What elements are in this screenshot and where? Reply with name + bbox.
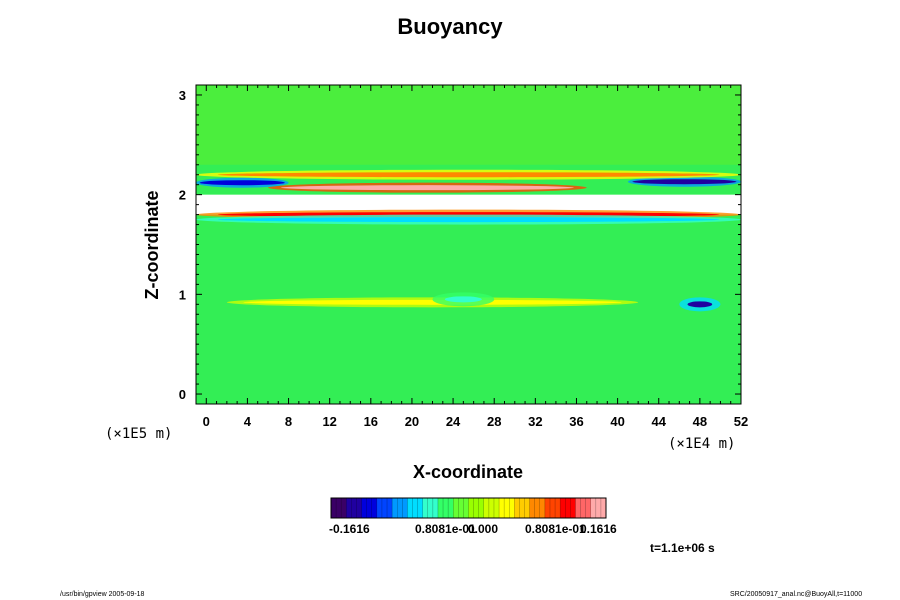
y-tick-label: 2 [179,188,186,203]
patch-core [687,301,713,308]
heatmap-field [196,85,741,404]
x-tick-label: 24 [446,414,461,429]
colorbar-cell [392,498,408,518]
x-tick-label: 40 [610,414,624,429]
axis-ticks [195,84,742,405]
colorbar-cell [331,498,347,518]
y-tick-label: 1 [179,287,186,302]
x-tick-label: 44 [652,414,667,429]
band-core [217,217,720,223]
x-tick-label: 0 [203,414,210,429]
band-core [280,185,575,191]
x-tick-label: 20 [405,414,419,429]
colorbar-cell [468,498,485,518]
colorbar-cell [407,498,424,518]
colorbar-cell [590,498,607,518]
colorbar-cell [544,498,561,518]
x-tick-label: 48 [693,414,707,429]
chart-title: Buoyancy [397,14,503,39]
colorbar-label: 0.1616 [580,522,617,536]
band-core [199,180,285,186]
colorbar-label: 0.8081e-01 [415,522,476,536]
colorbar-cell [499,498,515,518]
x-unit-label: (×1E4 m) [668,436,735,452]
colorbar-cell [453,498,469,518]
footer-left: /usr/bin/gpview 2005-09-18 [60,591,145,598]
colorbar: -0.1616 0.8081e-010.000 0.8081e-010.1616 [329,497,617,536]
band-core [217,172,720,178]
colorbar-cell [483,498,500,518]
x-tick-label: 52 [734,414,748,429]
colorbar-cell [376,498,393,518]
colorbar-cell [346,498,362,518]
patch-core [444,296,482,303]
colorbar-label: 0.8081e-01 [525,522,586,536]
colorbar-cell [575,498,592,518]
missing-band [196,194,741,215]
field-upper-tint [196,85,741,165]
x-tick-label: 12 [322,414,336,429]
x-tick-label: 16 [364,414,378,429]
colorbar-cell [529,498,546,518]
x-tick-label: 28 [487,414,501,429]
colorbar-label: 0.000 [468,522,498,536]
colorbar-cell [361,498,378,518]
colorbar-cell [560,498,576,518]
band-core [632,179,737,185]
y-tick-label: 0 [179,387,186,402]
colorbar-border [330,497,607,519]
x-tick-label: 4 [244,414,252,429]
colorbar-cell [514,498,531,518]
x-tick-label: 8 [285,414,292,429]
x-tick-label: 32 [528,414,542,429]
y-axis-title: Z-coordinate [142,190,162,299]
x-axis-title: X-coordinate [413,462,523,482]
colorbar-cell [422,498,439,518]
x-tick-label: 36 [569,414,583,429]
y-unit-label: (×1E5 m) [105,426,172,442]
time-label: t=1.1e+06 s [650,541,715,555]
colorbar-label: -0.1616 [329,522,370,536]
band-core [243,299,622,305]
colorbar-cell [437,498,454,518]
y-tick-label: 3 [179,88,186,103]
footer-right: SRC/20050917_anal.nc@BuoyAll,t=11000 [730,591,862,598]
